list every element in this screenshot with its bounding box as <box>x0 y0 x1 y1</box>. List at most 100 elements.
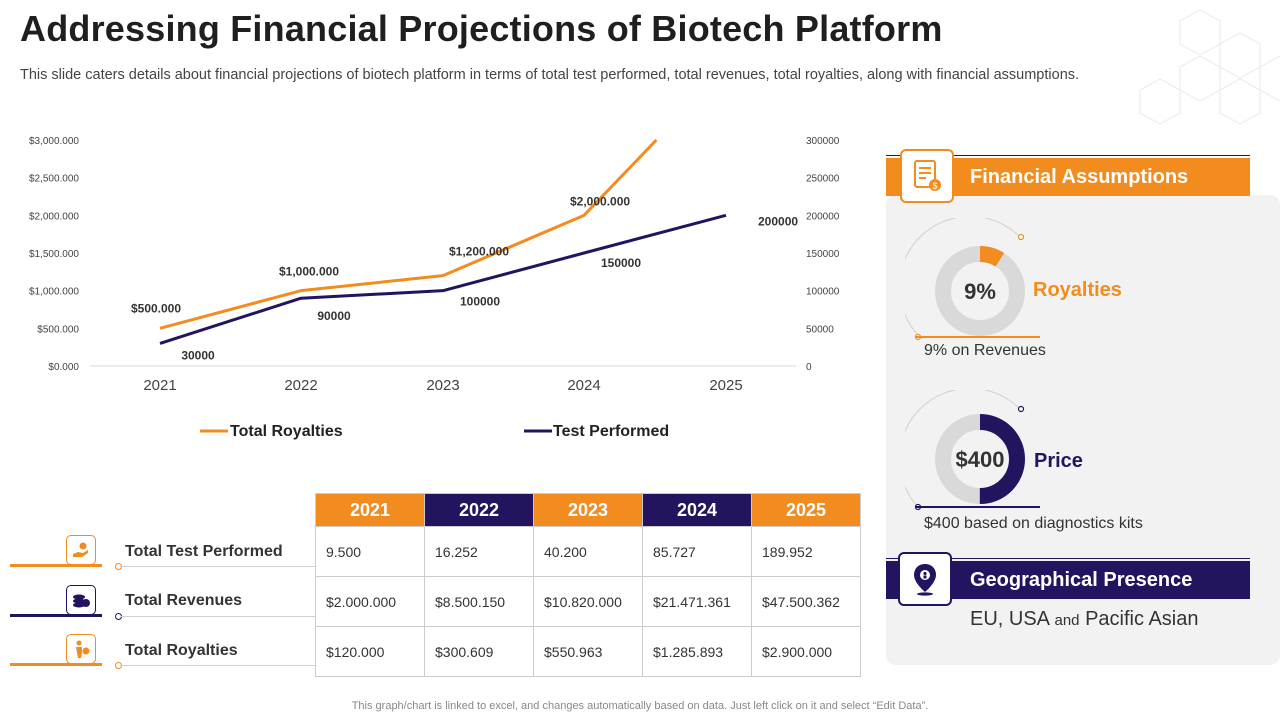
table-row: $2.000.000 $8.500.150 $10.820.000 $21.47… <box>315 576 861 627</box>
price-name: Price <box>1034 450 1083 472</box>
data-label: 200000 <box>758 214 798 228</box>
assumptions-banner-line <box>886 155 1250 156</box>
royalties-donut: 9% <box>905 218 1025 341</box>
document-dollar-icon: $ <box>900 149 954 203</box>
x-tick-label: 2023 <box>426 377 459 394</box>
year-header: 2024 <box>642 493 752 527</box>
table-header-row: 2021 2022 2023 2024 2025 <box>315 493 861 527</box>
location-pin-icon <box>898 552 952 606</box>
page-subtitle: This slide caters details about financia… <box>20 67 1080 83</box>
table-cell: 16.252 <box>424 526 534 577</box>
table-cell: 85.727 <box>642 526 752 577</box>
row-divider-royalties <box>120 665 315 666</box>
royalties-arc-dot <box>1017 233 1025 241</box>
hand-coin-icon <box>66 535 96 565</box>
price-donut: $400 <box>905 390 1025 511</box>
data-label: $2,000.000 <box>570 194 630 208</box>
page-title: Addressing Financial Projections of Biot… <box>20 8 943 49</box>
person-dollar-icon <box>66 634 96 664</box>
price-underline <box>916 506 1040 508</box>
row-underline-royalties <box>10 663 102 666</box>
y-left-tick-label: $0.000 <box>48 362 79 373</box>
royalties-desc: 9% on Revenues <box>924 342 1046 359</box>
row-underline-tests <box>10 564 102 567</box>
table-cell: 189.952 <box>751 526 861 577</box>
coins-stack-icon <box>66 585 96 615</box>
y-left-tick-label: $2,500.000 <box>29 174 79 185</box>
table-cell: 40.200 <box>533 526 643 577</box>
price-value: $400 <box>956 447 1005 472</box>
financial-table: 2021 2022 2023 2024 2025 9.500 16.252 40… <box>315 493 861 677</box>
table-cell: $47.500.362 <box>751 576 861 627</box>
table-row: $120.000 $300.609 $550.963 $1.285.893 $2… <box>315 626 861 677</box>
projection-line-chart: $0.000 $500.000 $1,000.000 $1,500.000 $2,000… <box>29 136 840 440</box>
data-label: $1,200.000 <box>449 245 509 259</box>
y-right-tick-label: 200000 <box>806 211 840 222</box>
royalties-underline <box>916 336 1040 338</box>
table-cell: $8.500.150 <box>424 576 534 627</box>
tests-series-line <box>159 213 727 345</box>
row-divider-tests <box>120 566 315 567</box>
y-right-tick-label: 300000 <box>806 136 840 147</box>
year-header: 2021 <box>315 493 425 527</box>
x-tick-label: 2025 <box>709 377 742 394</box>
y-right-tick-label: 100000 <box>806 287 840 298</box>
year-header: 2022 <box>424 493 534 527</box>
price-desc: $400 based on diagnostics kits <box>924 515 1143 532</box>
data-label: 150000 <box>601 256 641 270</box>
y-right-tick-label: 0 <box>806 362 812 373</box>
x-tick-label: 2022 <box>284 377 317 394</box>
legend-royalties-label: Total Royalties <box>230 423 343 440</box>
hexagon-pattern-icon <box>1139 9 1280 125</box>
y-left-tick-label: $1,500.000 <box>29 249 79 260</box>
price-arc-dot <box>1017 405 1025 413</box>
row-label-tests: Total Test Performed <box>125 543 283 560</box>
year-header: 2023 <box>533 493 643 527</box>
table-row: 9.500 16.252 40.200 85.727 189.952 <box>315 526 861 577</box>
data-label: $1,000.000 <box>279 265 339 279</box>
data-label: 30000 <box>181 348 215 362</box>
royalties-series-line <box>159 138 658 330</box>
x-tick-label: 2021 <box>143 377 176 394</box>
price-outer-arc <box>905 390 1022 509</box>
data-label: $500.000 <box>131 301 181 315</box>
geo-regions-and: and <box>1054 612 1080 629</box>
row-underline-revenues <box>10 614 102 617</box>
data-label: 90000 <box>317 309 351 323</box>
table-cell: $2.900.000 <box>751 626 861 677</box>
geo-title: Geographical Presence <box>970 568 1193 591</box>
y-right-tick-label: 50000 <box>806 324 834 335</box>
royalties-donut-fill <box>935 246 1025 336</box>
legend-tests-label: Test Performed <box>553 423 669 440</box>
assumptions-title: Financial Assumptions <box>970 165 1189 188</box>
geo-regions-part1: EU, USA <box>970 608 1049 630</box>
year-header: 2025 <box>751 493 861 527</box>
y-left-tick-label: $1,000.000 <box>29 287 79 298</box>
y-left-tick-label: $2,000.000 <box>29 211 79 222</box>
royalties-name: Royalties <box>1033 279 1122 301</box>
y-right-tick-label: 150000 <box>806 249 840 260</box>
royalties-value: 9% <box>964 279 996 304</box>
footer-note: This graph/chart is linked to excel, and… <box>351 700 929 712</box>
data-label: 100000 <box>460 295 500 309</box>
table-cell: $300.609 <box>424 626 534 677</box>
svg-text:$: $ <box>932 181 937 191</box>
y-right-tick-label: 250000 <box>806 174 840 185</box>
table-cell: $120.000 <box>315 626 425 677</box>
geo-banner-line <box>886 558 1250 559</box>
royalties-outer-arc <box>905 218 1022 337</box>
x-tick-label: 2024 <box>567 377 600 394</box>
y-left-tick-label: $3,000.000 <box>29 136 79 147</box>
price-donut-fill <box>935 414 1025 504</box>
table-cell: $10.820.000 <box>533 576 643 627</box>
table-cell: $550.963 <box>533 626 643 677</box>
row-label-royalties: Total Royalties <box>125 642 238 659</box>
y-left-tick-label: $500.000 <box>37 324 79 335</box>
table-cell: $1.285.893 <box>642 626 752 677</box>
geo-regions-part3: Pacific Asian <box>1085 608 1199 630</box>
table-cell: $2.000.000 <box>315 576 425 627</box>
table-cell: 9.500 <box>315 526 425 577</box>
table-cell: $21.471.361 <box>642 576 752 627</box>
row-label-revenues: Total Revenues <box>125 592 243 609</box>
geo-regions: EU, USA and Pacific Asian <box>970 608 1198 631</box>
